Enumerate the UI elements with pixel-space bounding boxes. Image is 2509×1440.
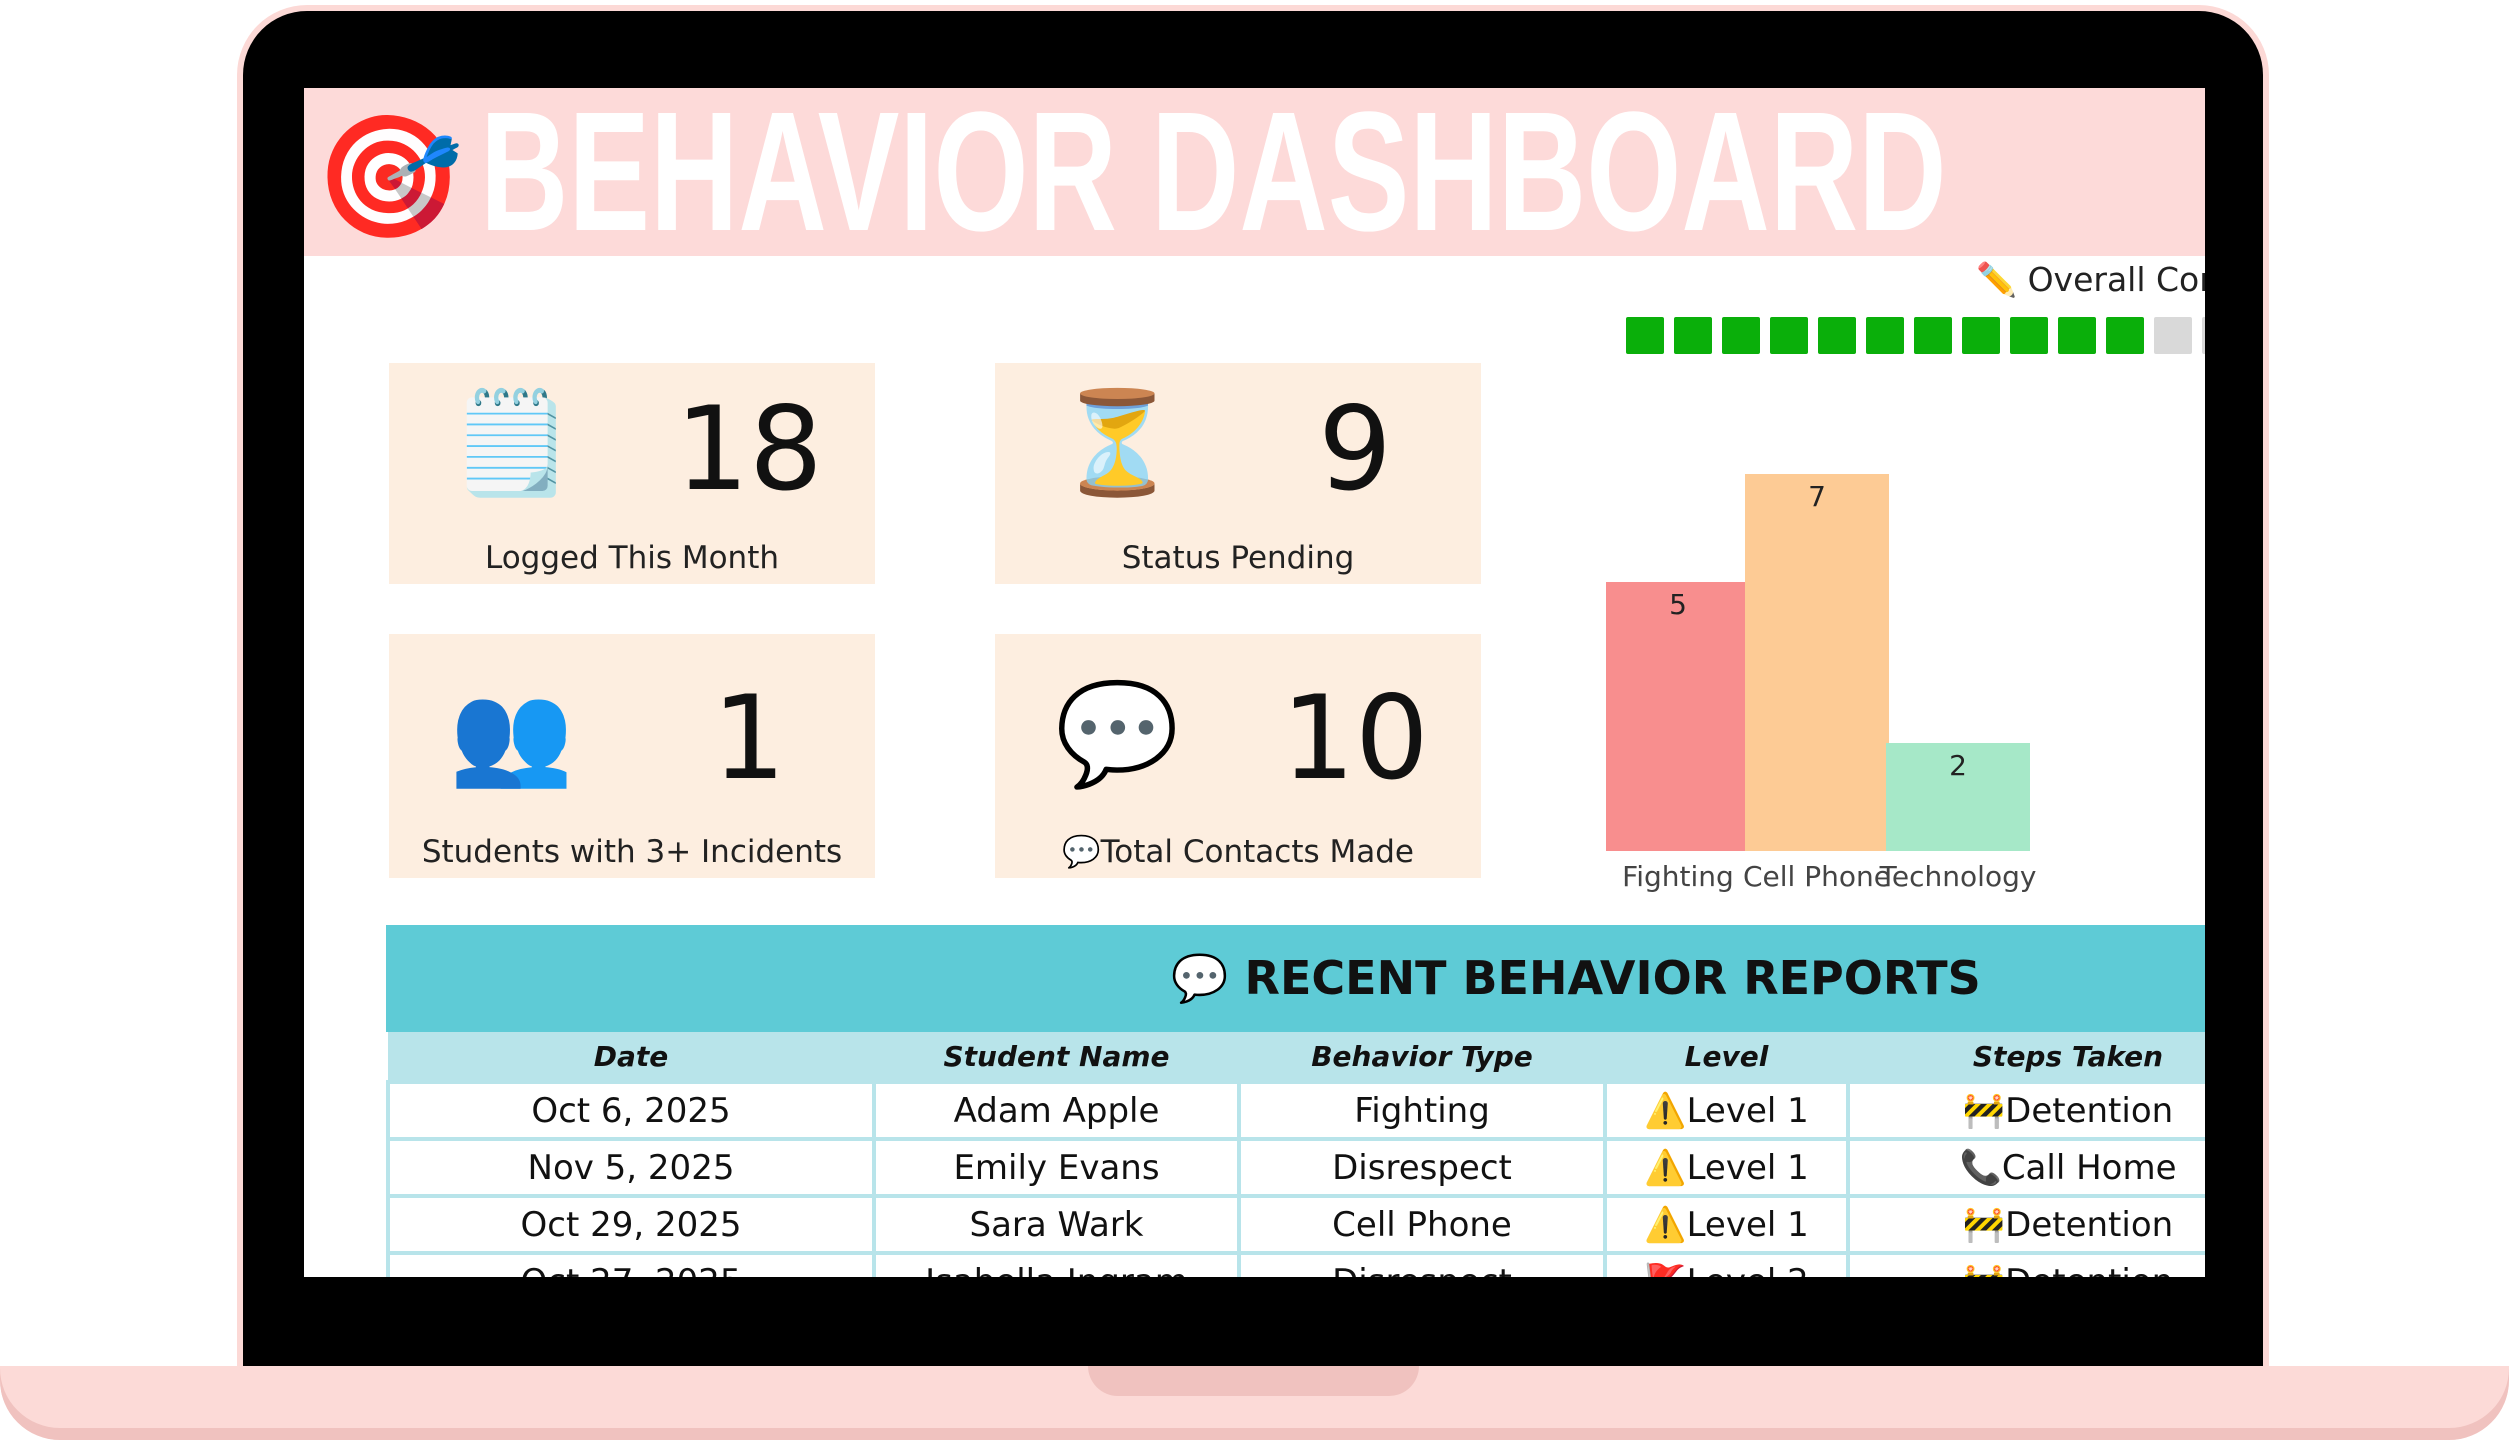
stat-label: Status Pending [1121,540,1355,576]
stat-label: 💬Total Contacts Made [1062,834,1414,870]
table-cell: Oct 29, 2025 [386,1194,876,1255]
progress-square-filled [1722,317,1760,354]
progress-square-filled [1770,317,1808,354]
progress-square-filled [1962,317,2000,354]
table-cell: 🚩Level 2 [1603,1251,1850,1277]
table-cell: ⚠️Level 1 [1603,1137,1850,1198]
table-cell: ⚠️Level 1 [1603,1080,1850,1141]
progress-label: ✏️ Overall Con [1976,260,2205,299]
table-header-row: Date Student Name Behavior Type Level Steps … [388,1032,2205,1082]
table-cell: Disrespect [1237,1137,1607,1198]
stat-value: 18 [675,382,823,517]
column-header: Level [1605,1032,1848,1082]
table-cell: 🚧Detention [1846,1251,2205,1277]
table-cell: Nov 5, 2025 [386,1137,876,1198]
stat-value: 1 [712,671,786,806]
bar-value-label: 2 [1949,749,1967,783]
table-cell: 🚧Detention [1846,1194,2205,1255]
stat-card-students: 👥 1 Students with 3+ Incidents [389,634,875,878]
table-row[interactable]: Oct 27, 2025Isabella IngramDisrespect🚩Le… [386,1251,2205,1277]
busts-icon: 👥 [449,675,574,792]
stat-label: Logged This Month [484,540,779,576]
table-cell: Disrespect [1237,1251,1607,1277]
stat-label: Students with 3+ Incidents [421,834,843,870]
progress-square-empty [2202,317,2205,354]
notepad-icon: 🗒️ [449,384,574,501]
table-cell: Oct 27, 2025 [386,1251,876,1277]
dashboard-screen: 🎯 BEHAVIOR DASHBOARD 🗒️ 18 Logged This M… [304,88,2205,1277]
bar-technology: 2 [1886,743,2030,851]
header-banner: 🎯 BEHAVIOR DASHBOARD [304,88,2205,262]
x-tick-label: Fighting [1622,860,1734,893]
progress-square-filled [1818,317,1856,354]
table-cell: Sara Wark [872,1194,1241,1255]
reports-table: Date Student Name Behavior Type Level Steps … [386,1032,2205,1277]
column-header: Steps Taken [1848,1032,2205,1082]
progress-square-filled [2106,317,2144,354]
column-header: Date [388,1032,874,1082]
table-cell: 🚧Detention [1846,1080,2205,1141]
reports-title: 💬 RECENT BEHAVIOR REPORTS [1171,951,1981,1005]
stat-card-pending: ⏳ 9 Status Pending [995,363,1481,584]
page-title: BEHAVIOR DASHBOARD [480,88,1947,267]
stat-card-contacts: 💬 10 💬Total Contacts Made [995,634,1481,878]
progress-squares [1626,317,2205,354]
progress-square-empty [2154,317,2192,354]
table-cell: Isabella Ingram [872,1251,1241,1277]
table-cell: Oct 6, 2025 [386,1080,876,1141]
target-dart-icon: 🎯 [314,108,464,247]
stat-value: 9 [1318,382,1392,517]
x-tick-label: Technology [1879,860,2037,893]
bar-cell-phone: 7 [1745,474,1889,851]
progress-square-filled [1674,317,1712,354]
table-cell: Cell Phone [1237,1194,1607,1255]
stat-value: 10 [1281,671,1429,806]
table-cell: ⚠️Level 1 [1603,1194,1850,1255]
speech-bubble-icon: 💬 [1055,675,1180,792]
x-tick-label: Cell Phone [1743,860,1891,893]
bar-value-label: 5 [1669,588,1687,621]
bar-value-label: 7 [1808,480,1826,514]
table-cell: 📞Call Home [1846,1137,2205,1198]
table-row[interactable]: Oct 6, 2025 Adam Apple Fighting ⚠️Level 1 🚧D… [386,1080,2205,1141]
table-cell: Fighting [1237,1080,1607,1141]
table-row[interactable]: Oct 29, 2025 Sara Wark Cell Phone ⚠️Level 1… [386,1194,2205,1255]
table-cell: Emily Evans [872,1137,1241,1198]
laptop-notch [1088,1366,1419,1396]
column-header: Student Name [874,1032,1239,1082]
bar-fighting: 5 [1606,582,1750,851]
progress-square-filled [1626,317,1664,354]
reports-banner: 💬 RECENT BEHAVIOR REPORTS [386,925,2205,1032]
progress-square-filled [1914,317,1952,354]
hourglass-icon: ⏳ [1055,384,1180,501]
table-cell: Adam Apple [872,1080,1241,1141]
column-header: Behavior Type [1239,1032,1605,1082]
stat-card-logged: 🗒️ 18 Logged This Month [389,363,875,584]
progress-square-filled [2058,317,2096,354]
progress-square-filled [2010,317,2048,354]
progress-square-filled [1866,317,1904,354]
table-row[interactable]: Nov 5, 2025 Emily Evans Disrespect ⚠️Level … [386,1137,2205,1198]
